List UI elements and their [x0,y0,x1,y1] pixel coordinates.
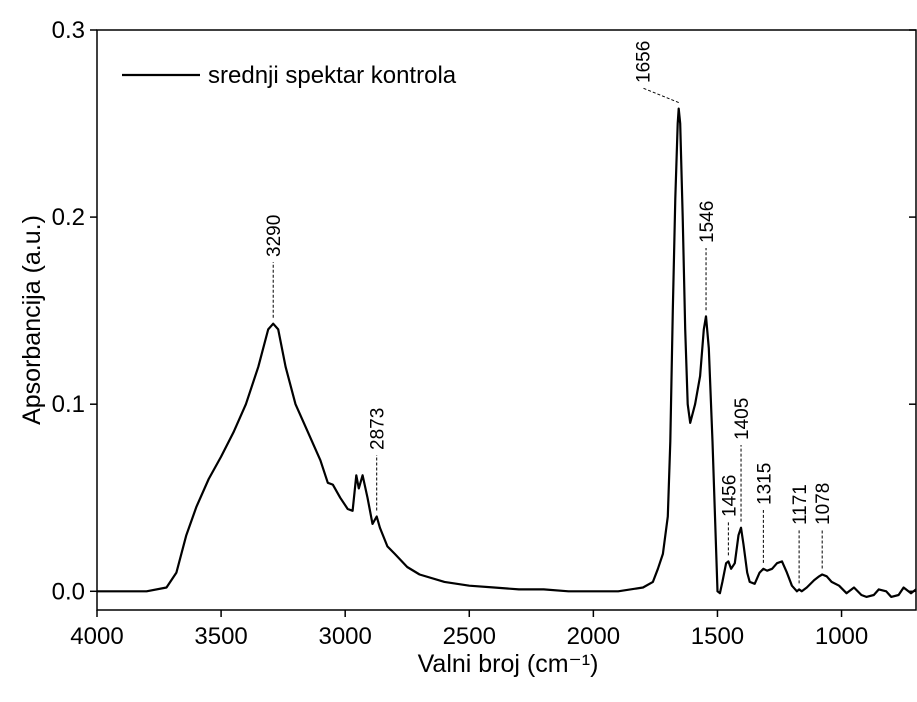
peak-label: 1546 [697,201,718,243]
peak-label: 1656 [634,41,655,83]
y-tick-label: 0.1 [52,391,85,418]
spectrum-line [97,107,917,598]
x-axis-label: Valni broj (cm⁻¹) [418,650,599,678]
peak-label: 1171 [790,484,811,525]
peak-label: 3290 [264,215,285,257]
x-tick-label: 2500 [443,623,496,650]
x-tick-label: 3000 [318,623,371,650]
peak-label: 1078 [813,483,834,525]
peak-label: 1405 [732,398,753,440]
peak-leader [642,87,679,104]
x-tick-label: 2000 [567,623,620,650]
y-axis-label: Apsorbancija (a.u.) [18,215,46,425]
y-tick-label: 0.0 [52,578,85,605]
x-tick-label: 3500 [194,623,247,650]
y-tick-label: 0.2 [52,204,85,231]
peak-label: 2873 [368,408,389,450]
peak-label: 1456 [719,475,740,517]
legend-label: srednji spektar kontrola [208,62,457,89]
plot-frame [96,29,917,611]
peak-label: 1315 [754,463,775,505]
x-tick-label: 4000 [70,623,123,650]
x-tick-label: 1000 [815,623,868,650]
x-tick-label: 1500 [691,623,744,650]
y-tick-label: 0.3 [52,17,85,44]
